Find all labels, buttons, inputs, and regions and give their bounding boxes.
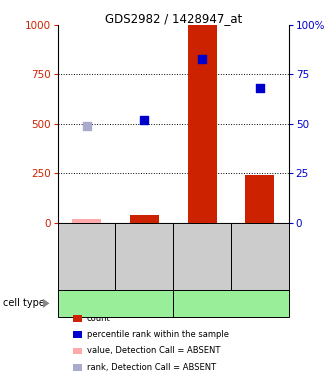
Bar bbox=[246, 175, 274, 223]
Point bbox=[142, 117, 147, 123]
Text: intestinal macrophage: intestinal macrophage bbox=[184, 299, 278, 308]
Bar bbox=[188, 25, 216, 223]
Point bbox=[199, 56, 205, 62]
Text: cell type: cell type bbox=[3, 298, 45, 308]
Text: GSM224733: GSM224733 bbox=[82, 231, 91, 282]
Text: GDS2982 / 1428947_at: GDS2982 / 1428947_at bbox=[105, 12, 242, 25]
Bar bbox=[130, 215, 159, 223]
Text: percentile rank within the sample: percentile rank within the sample bbox=[87, 330, 229, 339]
Text: splenic macrophage: splenic macrophage bbox=[73, 299, 158, 308]
Bar bbox=[72, 219, 101, 223]
Text: count: count bbox=[87, 314, 111, 323]
Text: rank, Detection Call = ABSENT: rank, Detection Call = ABSENT bbox=[87, 362, 216, 372]
Text: GSM224735: GSM224735 bbox=[140, 231, 149, 282]
Text: value, Detection Call = ABSENT: value, Detection Call = ABSENT bbox=[87, 346, 220, 356]
Text: GSM224734: GSM224734 bbox=[198, 231, 207, 282]
Text: GSM224736: GSM224736 bbox=[255, 231, 264, 282]
Point bbox=[257, 85, 263, 91]
Point bbox=[84, 123, 89, 129]
